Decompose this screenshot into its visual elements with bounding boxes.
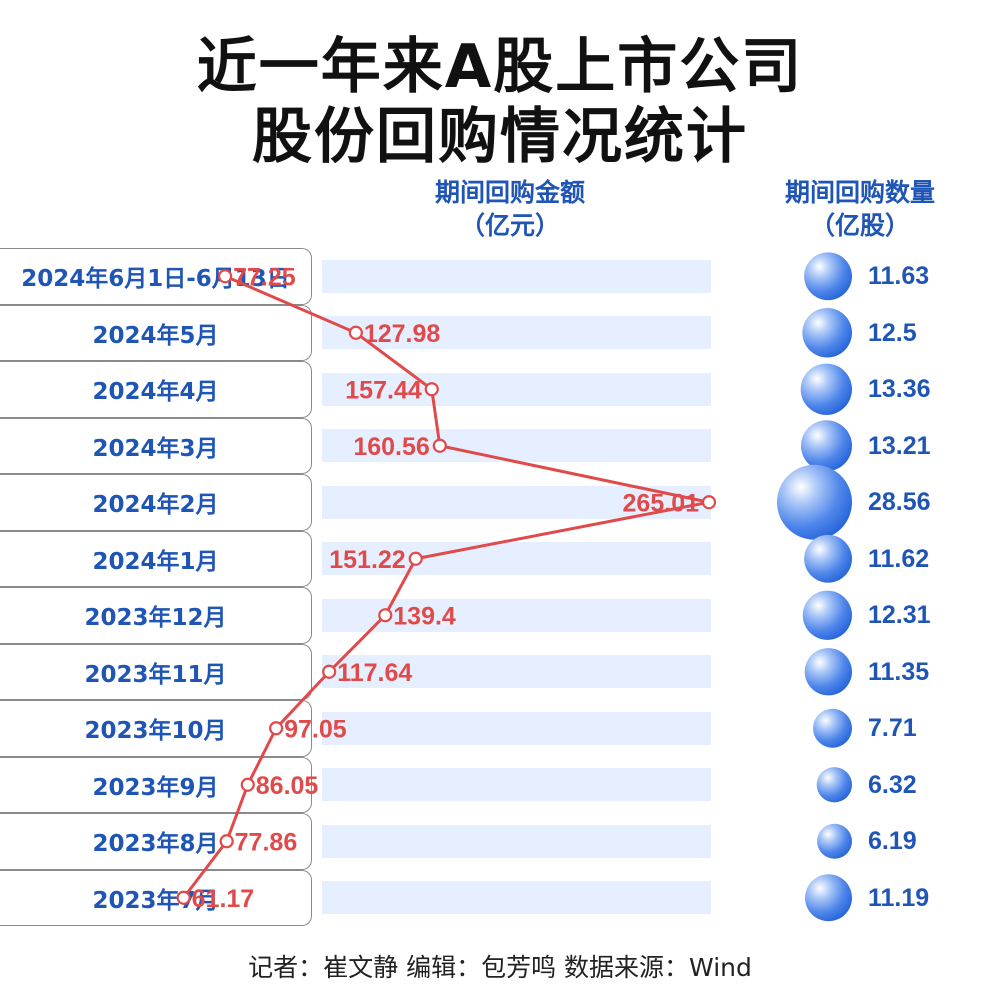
amount-data-label: 97.05 [284, 715, 347, 743]
row-band [322, 824, 711, 858]
shares-data-label: 7.71 [868, 714, 917, 743]
category-label: 2024年1月 [0, 530, 312, 587]
category-label: 2023年11月 [0, 643, 312, 700]
category-label: 2023年7月 [0, 869, 312, 926]
shares-bubble [800, 420, 852, 472]
amount-header-line2: （亿元） [459, 211, 560, 240]
amount-point [701, 495, 717, 510]
shares-header-line2: （亿股） [809, 211, 910, 240]
row-band [322, 768, 711, 802]
shares-data-label: 6.19 [868, 827, 917, 856]
amount-data-label: 265.01 [623, 489, 700, 517]
amount-data-label: 77.86 [235, 828, 298, 856]
row-band [322, 316, 711, 350]
amount-point [378, 608, 393, 623]
shares-data-label: 11.19 [868, 883, 930, 912]
amount-point [432, 438, 447, 453]
shares-bubble [802, 307, 852, 358]
row-band [322, 259, 711, 293]
amount-data-label: 160.56 [353, 433, 429, 461]
category-label: 2024年2月 [0, 474, 312, 531]
category-label: 2023年9月 [0, 756, 312, 813]
amount-point [408, 551, 423, 566]
shares-bubble [804, 648, 852, 696]
category-label: 2023年8月 [0, 813, 312, 870]
amount-data-label: 77.25 [233, 263, 296, 291]
chart-title-line1: 近一年来A股上市公司 [196, 32, 804, 102]
amount-data-label: 61.17 [192, 885, 255, 913]
amount-point [269, 721, 284, 736]
shares-data-label: 13.36 [868, 375, 931, 404]
shares-bubble [816, 767, 852, 803]
amount-column-header: 期间回购金额 （亿元） [360, 176, 660, 242]
category-label: 2023年12月 [0, 587, 312, 644]
shares-bubble [800, 363, 852, 415]
amount-point [217, 269, 233, 284]
amount-series-line [182, 274, 710, 899]
shares-data-label: 28.56 [868, 488, 931, 517]
shares-data-label: 11.63 [868, 262, 930, 291]
amount-point [424, 382, 439, 397]
shares-header-line1: 期间回购数量 [784, 178, 935, 207]
amount-point [240, 777, 255, 792]
amount-data-label: 139.4 [393, 602, 456, 630]
shares-data-label: 6.32 [868, 770, 917, 799]
amount-point [176, 890, 191, 905]
amount-point [322, 664, 337, 679]
category-label: 2024年6月1日-6月13日 [0, 248, 312, 305]
amount-header-line1: 期间回购金额 [434, 178, 585, 207]
shares-bubble [805, 874, 853, 922]
row-band [322, 542, 711, 576]
shares-column-header: 期间回购数量 （亿股） [760, 176, 960, 242]
amount-data-label: 127.98 [364, 320, 441, 348]
shares-bubble [777, 464, 852, 540]
category-label: 2024年3月 [0, 417, 312, 474]
row-band [322, 655, 711, 689]
category-label: 2024年4月 [0, 361, 312, 418]
shares-bubble [802, 590, 852, 640]
shares-data-label: 12.31 [868, 601, 931, 630]
amount-data-label: 117.64 [337, 659, 412, 687]
amount-data-label: 86.05 [256, 772, 319, 800]
amount-point [348, 325, 363, 340]
chart-title-line2: 股份回购情况统计 [252, 102, 748, 172]
shares-bubble [817, 823, 852, 859]
amount-data-label: 157.44 [345, 376, 422, 404]
shares-data-label: 11.35 [868, 657, 930, 686]
category-label: 2024年5月 [0, 304, 312, 361]
row-band [322, 881, 711, 915]
category-label: 2023年10月 [0, 700, 312, 757]
shares-data-label: 12.5 [868, 318, 917, 347]
shares-bubble [804, 252, 852, 301]
shares-bubble [804, 534, 852, 583]
shares-data-label: 13.21 [868, 431, 931, 460]
row-band [322, 372, 711, 406]
row-band [322, 429, 711, 463]
amount-data-label: 151.22 [329, 546, 405, 574]
row-band [322, 711, 711, 745]
amount-point [219, 834, 234, 849]
footer-credits: 记者：崔文静 编辑：包芳鸣 数据来源：Wind [248, 953, 752, 982]
shares-bubble [813, 708, 852, 748]
shares-data-label: 11.62 [868, 544, 930, 573]
